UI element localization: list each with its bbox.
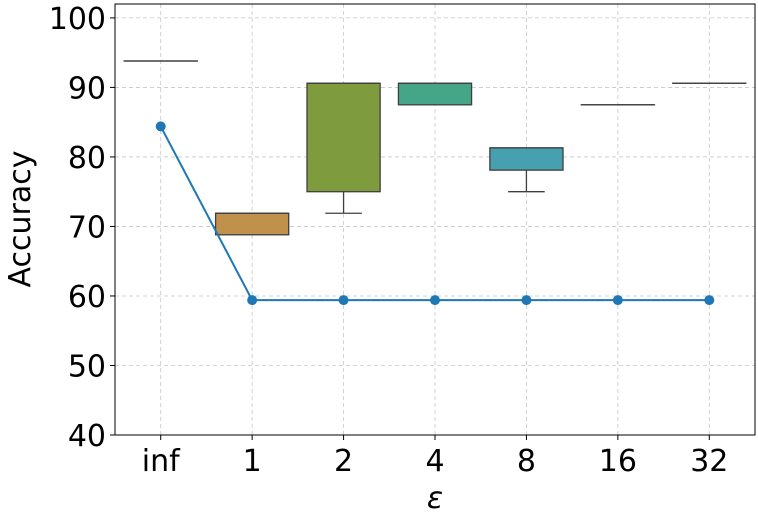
x-tick-label: inf — [142, 444, 181, 479]
series-point-inf — [155, 121, 166, 132]
boxes — [123, 60, 747, 236]
y-tick-label: 40 — [68, 419, 106, 454]
y-tick-label: 90 — [68, 71, 106, 106]
box-4 — [397, 82, 473, 106]
series-point-16 — [612, 295, 623, 306]
series-point-1 — [247, 295, 258, 306]
series-point-32 — [704, 295, 715, 306]
y-tick-label: 100 — [49, 2, 106, 37]
y-tick-label: 60 — [68, 280, 106, 315]
box-2 — [306, 82, 381, 214]
x-tick-label: 4 — [425, 444, 444, 479]
x-tick-label: 32 — [690, 444, 728, 479]
x-tick-label: 16 — [599, 444, 637, 479]
y-tick-label: 80 — [68, 141, 106, 176]
x-tick-label: 1 — [243, 444, 262, 479]
series-line — [155, 121, 715, 306]
x-axis-label: ε — [427, 481, 443, 516]
box-body — [489, 147, 564, 171]
x-ticks: inf 1 2 4 8 16 32 — [142, 435, 728, 479]
series-point-2 — [338, 295, 349, 306]
box-8 — [489, 147, 564, 193]
series-point-4 — [430, 295, 440, 306]
y-axis-label: Accuracy — [3, 151, 38, 288]
box-body — [397, 82, 473, 106]
y-tick-label: 50 — [68, 349, 106, 384]
x-tick-label: 8 — [517, 444, 536, 479]
y-ticks: 40 50 60 70 80 90 100 — [49, 2, 115, 454]
box-body — [214, 212, 290, 236]
y-tick-label: 70 — [68, 210, 106, 245]
x-tick-label: 2 — [334, 444, 353, 479]
series-point-8 — [521, 295, 532, 306]
box-1 — [214, 212, 290, 236]
box-body — [306, 82, 381, 193]
